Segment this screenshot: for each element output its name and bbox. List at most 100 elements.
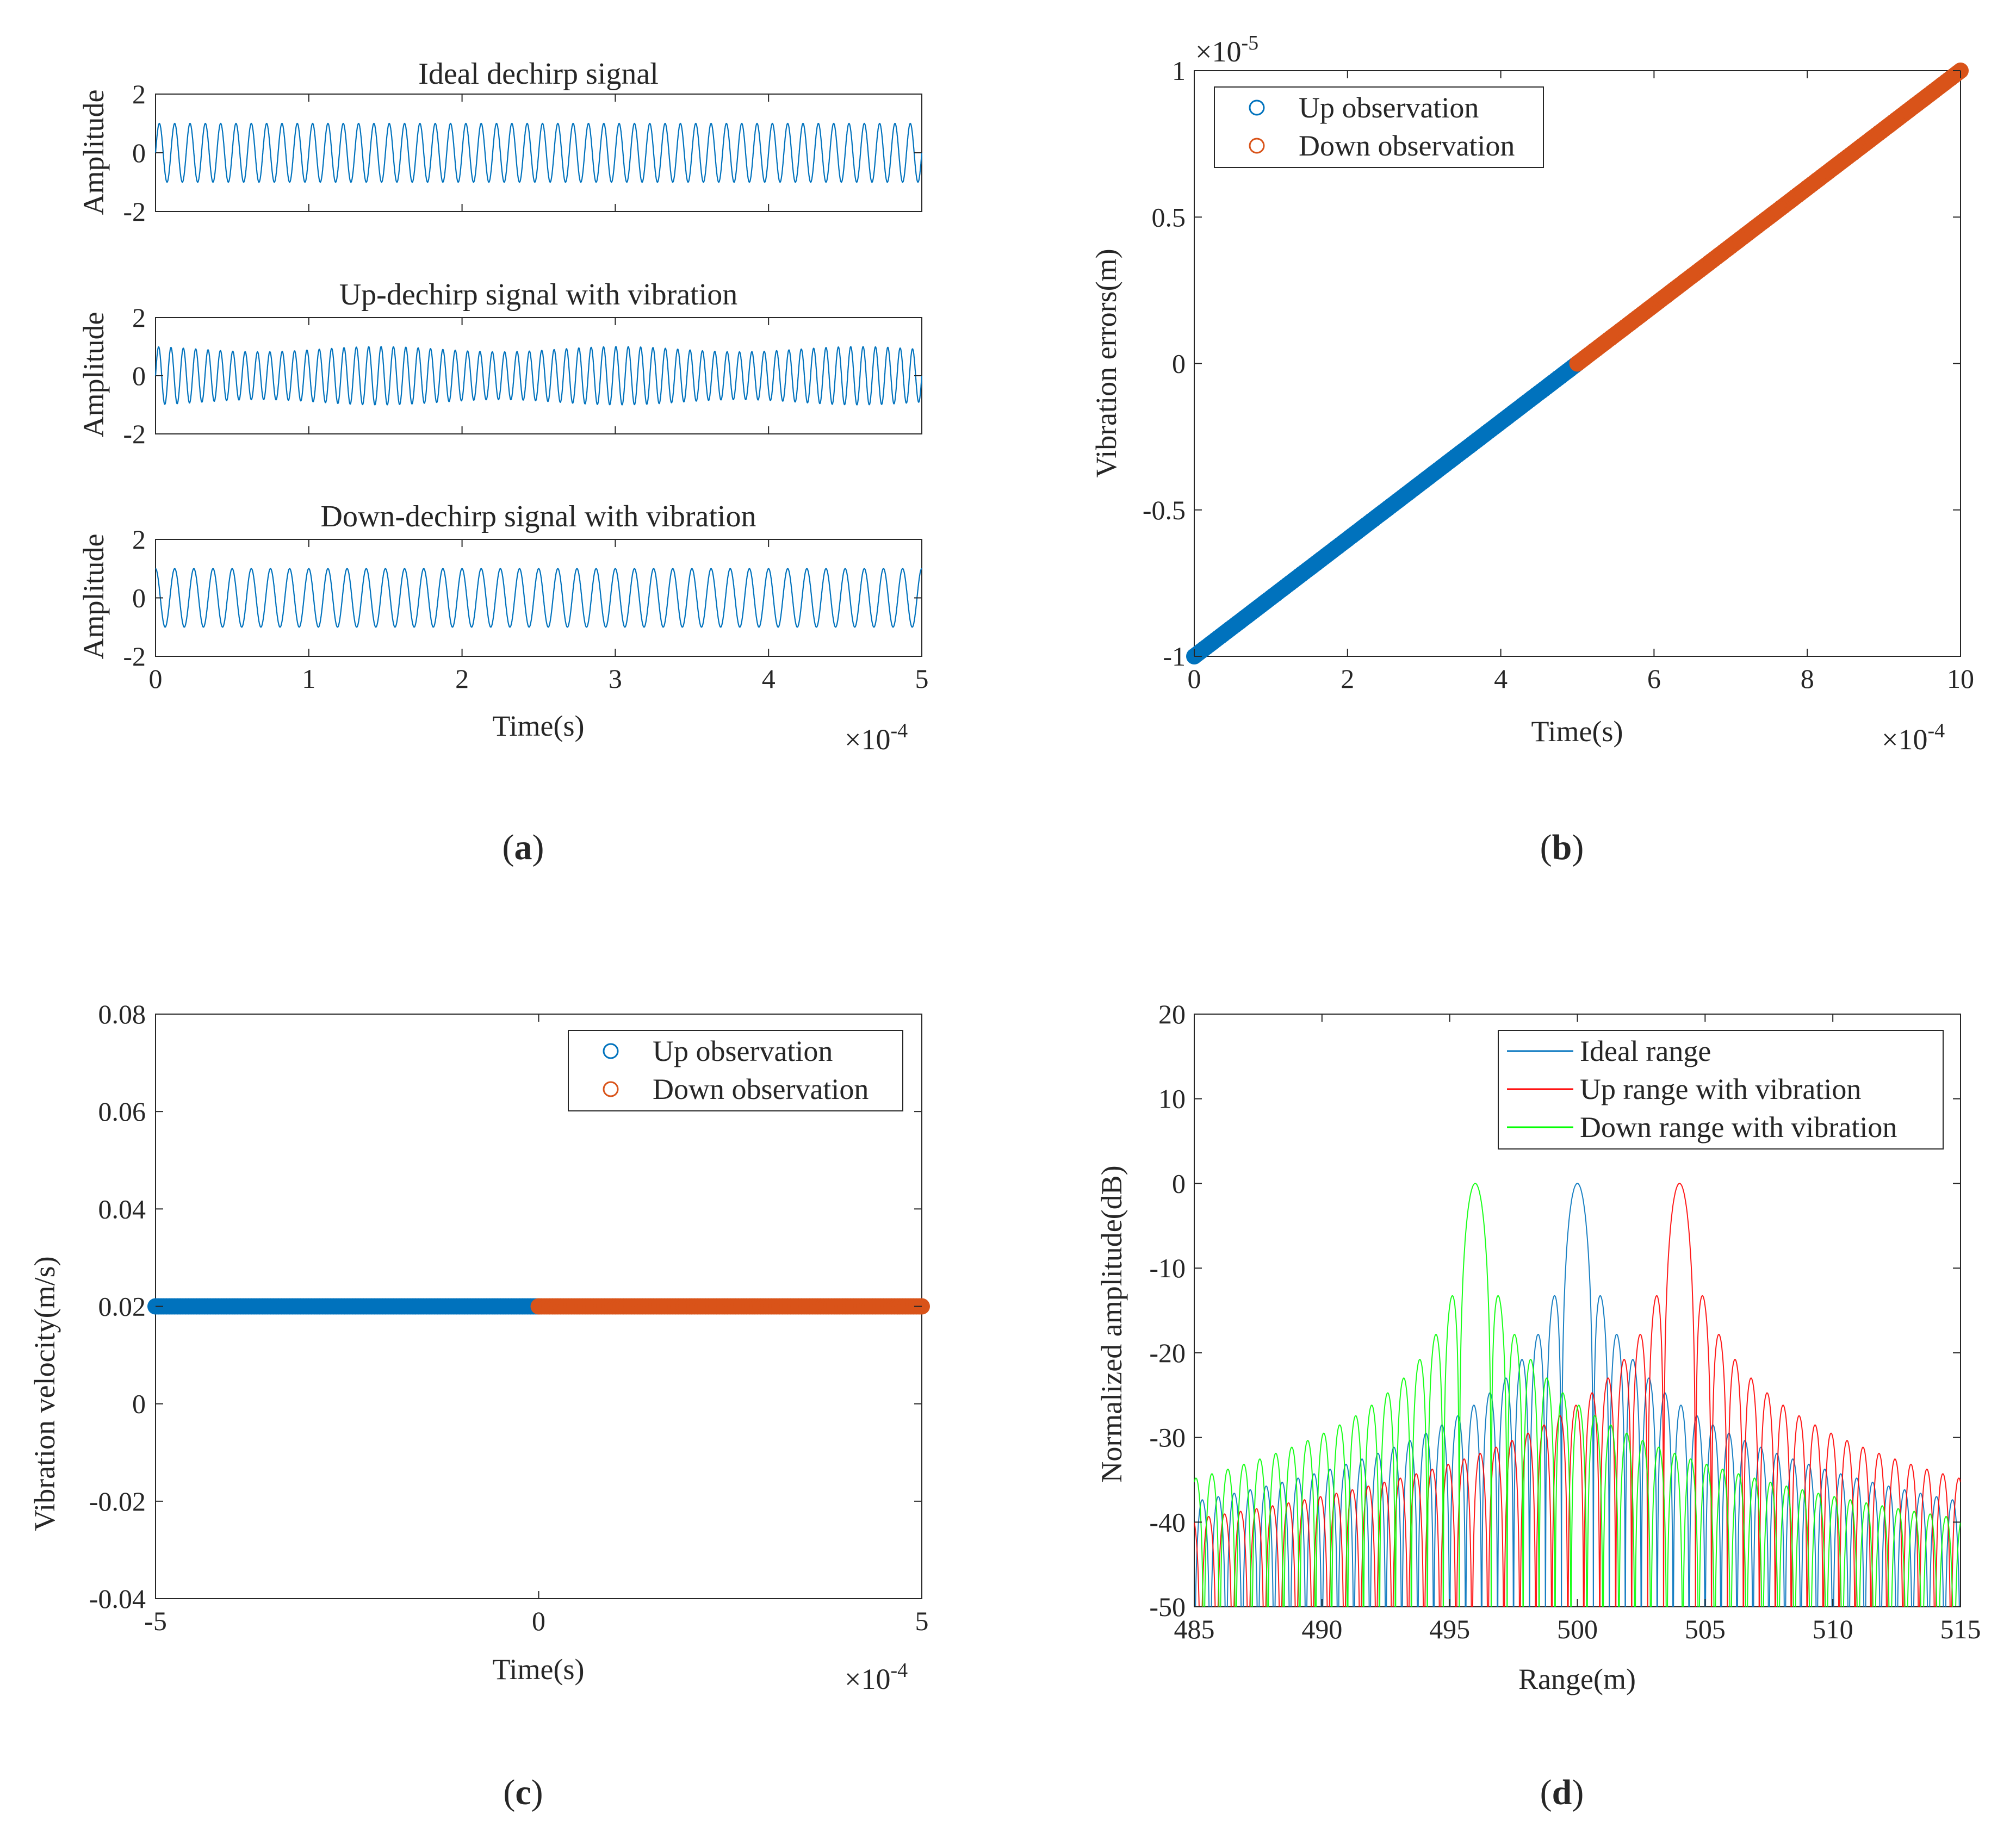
- caption-c: (c): [503, 1773, 543, 1812]
- panel-b-legend-marker: [1249, 100, 1265, 116]
- panel-c-x-exponent: ×10-4: [845, 1659, 908, 1695]
- panel-c-legend-entry: Down observation: [653, 1073, 869, 1105]
- panel-d: Range(m) Normalized amplitude(dB): [1095, 1165, 1636, 1695]
- panel-d-ytick-label: -10: [1149, 1253, 1186, 1283]
- panel-d-xtick-label: 500: [1557, 1614, 1598, 1644]
- panel-d-legend-entry: Down range with vibration: [1580, 1111, 1897, 1144]
- panel-d-series-ideal: [1195, 1183, 1960, 1607]
- subplot-a1-title: Ideal dechirp signal: [418, 57, 659, 91]
- panel-b-xtick-label: 2: [1341, 663, 1354, 694]
- panel-a-xlabel: Time(s): [492, 710, 584, 742]
- subplot-a1-ylabel: Amplitude: [77, 90, 110, 215]
- panel-b-ylabel: Vibration errors(m): [1090, 248, 1122, 477]
- panel-c-ytick-label: 0.08: [98, 999, 146, 1029]
- subplot-a3-ytick-label: 2: [132, 524, 146, 555]
- panel-d-ytick-label: 0: [1172, 1168, 1186, 1198]
- panel-d-ylabel: Normalized amplitude(dB): [1095, 1165, 1128, 1482]
- panel-a-xtick-label: 2: [455, 663, 469, 694]
- panel-a-x-exponent: ×10-4: [845, 719, 908, 756]
- panel-b-ytick-label: -0.5: [1143, 495, 1186, 525]
- panel-b-ytick-label: -1: [1163, 641, 1186, 672]
- panel-c-legend-entry: Up observation: [653, 1035, 833, 1067]
- subplot-a2-ytick-label: 0: [132, 361, 146, 391]
- panel-d-ytick-label: 20: [1158, 999, 1186, 1029]
- panel-b-series-up: [1186, 355, 1586, 664]
- panel-c-ytick-label: -0.04: [89, 1583, 146, 1614]
- panel-c-series-down: [530, 1298, 930, 1315]
- panel-a-xtick-label: 5: [915, 663, 929, 694]
- subplot-a3-ytick-label: -2: [123, 641, 146, 672]
- subplot-a2-ytick-label: 2: [132, 302, 146, 333]
- subplot-a3-ytick-label: 0: [132, 583, 146, 613]
- panel-c-ytick-label: 0: [132, 1389, 146, 1419]
- panel-c-ytick-label: 0.06: [98, 1096, 146, 1127]
- subplot-a3-signal-line: [155, 568, 922, 628]
- caption-d: (d): [1540, 1773, 1584, 1812]
- subplot-a1-ytick-label: 2: [132, 79, 146, 109]
- panel-d-plot-area: [1194, 1183, 1961, 1607]
- panel-c-xlabel: Time(s): [492, 1653, 584, 1686]
- subplot-a2-ylabel: Amplitude: [77, 312, 110, 438]
- panel-c-xtick-label: -5: [144, 1606, 167, 1636]
- subplot-a2-ytick-label: -2: [123, 419, 146, 449]
- panel-c-xtick-label: 5: [915, 1606, 929, 1636]
- panel-d-ytick-label: 10: [1158, 1084, 1186, 1114]
- panel-d-legend-entry: Ideal range: [1580, 1035, 1711, 1067]
- subplot-a3-ylabel: Amplitude: [77, 534, 110, 660]
- panel-b-xtick-label: 4: [1494, 663, 1508, 694]
- panel-b-xtick-label: 8: [1801, 663, 1814, 694]
- subplot-a2-title: Up-dechirp signal with vibration: [339, 278, 738, 312]
- panel-b-y-exponent: ×10-5: [1195, 32, 1258, 68]
- panel-c-ytick-label: 0.04: [98, 1194, 146, 1224]
- caption-a: (a): [503, 828, 544, 867]
- panel-b-legend-entry: Down observation: [1299, 129, 1515, 162]
- panel-d-ytick-label: -50: [1149, 1592, 1186, 1622]
- panel-c-ytick-label: -0.02: [89, 1486, 146, 1517]
- panel-d-ytick-label: -20: [1149, 1338, 1186, 1368]
- panel-b-xtick-label: 0: [1188, 663, 1201, 694]
- panel-d-legend-entry: Up range with vibration: [1580, 1073, 1861, 1105]
- panel-c-ytick-label: 0.02: [98, 1291, 146, 1322]
- panel-d-xtick-label: 490: [1301, 1614, 1342, 1644]
- panel-b: Time(s) Vibration errors(m) ×10-4 ×10-5: [1090, 32, 1945, 756]
- panel-b-ytick-label: 0.5: [1152, 202, 1186, 232]
- panel-b-ytick-label: 1: [1172, 55, 1186, 86]
- panel-d-xtick-label: 495: [1429, 1614, 1470, 1644]
- panel-c-legend-marker: [603, 1043, 619, 1059]
- panel-d-xtick-label: 515: [1940, 1614, 1981, 1644]
- panel-d-xtick-label: 485: [1174, 1614, 1215, 1644]
- panel-d-series-down: [1194, 1183, 1961, 1607]
- panel-c-legend: [568, 1030, 903, 1111]
- panel-d-ytick-label: -40: [1149, 1507, 1186, 1537]
- panel-b-legend-entry: Up observation: [1299, 91, 1479, 124]
- panel-a-xtick-label: 3: [609, 663, 622, 694]
- subplot-a1-ytick-label: 0: [132, 138, 146, 168]
- panel-b-ytick-label: 0: [1172, 349, 1186, 379]
- panel-c-series-up: [147, 1298, 547, 1315]
- panel-b-xtick-label: 6: [1647, 663, 1661, 694]
- subplot-a1-ytick-label: -2: [123, 196, 146, 227]
- panel-c: Time(s) Vibration velocity(m/s) ×10-4: [28, 1256, 908, 1695]
- panel-d-xtick-label: 505: [1685, 1614, 1726, 1644]
- panel-b-legend-marker: [1249, 138, 1265, 154]
- panel-b-x-exponent: ×10-4: [1882, 719, 1945, 756]
- panel-a-xtick-label: 0: [149, 663, 163, 694]
- caption-b: (b): [1540, 828, 1584, 867]
- panel-a: Ideal dechirp signal Up-dechirp signal w…: [77, 57, 908, 756]
- panel-d-ytick-label: -30: [1149, 1422, 1186, 1453]
- panel-a-xtick-label: 4: [762, 663, 776, 694]
- subplot-a2-signal-line: [154, 346, 923, 406]
- subplot-a3-title: Down-dechirp signal with vibration: [321, 500, 756, 533]
- panel-c-xtick-label: 0: [532, 1606, 545, 1636]
- subplot-a1-signal-line: [154, 122, 923, 183]
- panel-b-xtick-label: 10: [1947, 663, 1974, 694]
- panel-a-xtick-label: 1: [302, 663, 315, 694]
- panel-d-xtick-label: 510: [1813, 1614, 1853, 1644]
- panel-d-xlabel: Range(m): [1518, 1663, 1636, 1695]
- panel-b-xlabel: Time(s): [1531, 715, 1623, 748]
- panel-c-ylabel: Vibration velocity(m/s): [28, 1256, 61, 1531]
- panel-c-legend-marker: [603, 1081, 619, 1097]
- panel-b-legend: [1214, 86, 1544, 168]
